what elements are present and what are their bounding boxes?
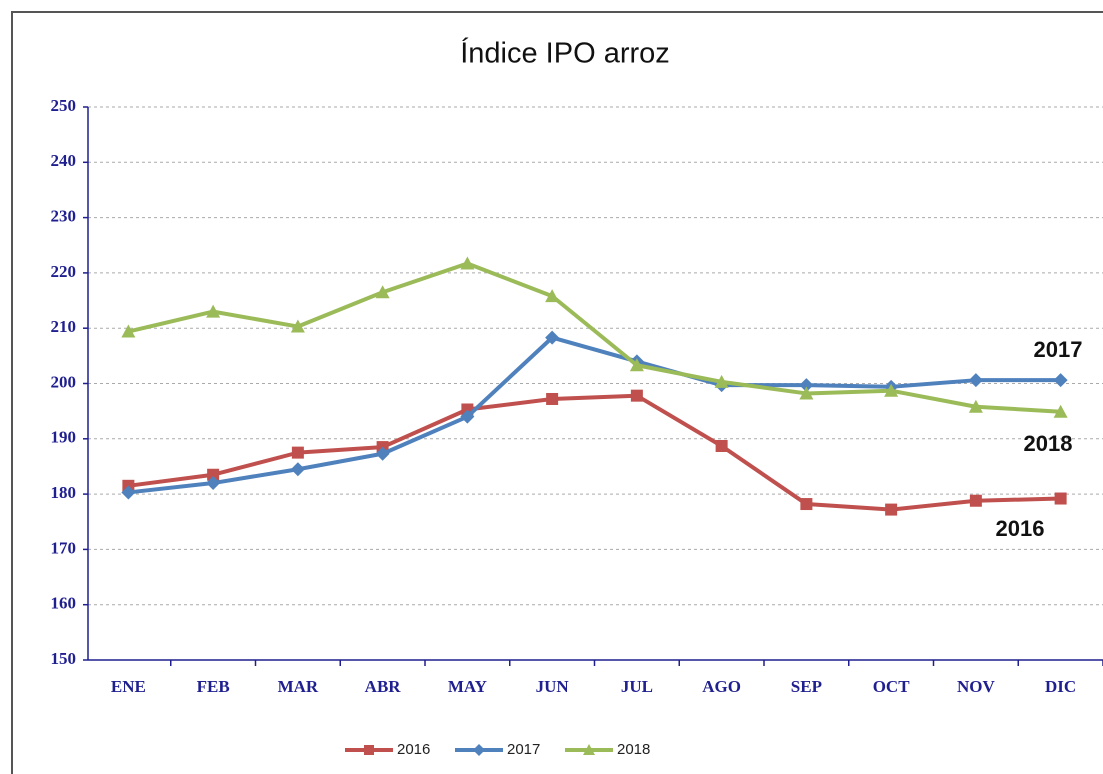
y-tick-label: 220 — [51, 262, 77, 281]
marker — [291, 446, 304, 459]
x-tick-label: OCT — [873, 677, 911, 696]
marker — [207, 468, 220, 481]
marker — [800, 498, 813, 511]
x-tick-label: MAR — [278, 677, 319, 696]
marker — [545, 289, 560, 303]
legend-label: 2017 — [507, 741, 540, 758]
annotation: 2016 — [996, 516, 1045, 541]
marker — [545, 330, 560, 345]
x-tick-label: JUN — [536, 677, 570, 696]
legend-marker — [473, 744, 485, 756]
marker — [546, 392, 559, 405]
series-line — [128, 393, 1061, 512]
marker — [121, 324, 136, 338]
marker — [1053, 404, 1068, 418]
marker — [290, 462, 305, 477]
marker — [630, 389, 643, 402]
y-tick-label: 200 — [51, 372, 77, 391]
marker — [121, 485, 136, 500]
x-tick-label: FEB — [197, 677, 230, 696]
y-tick-label: 170 — [51, 538, 77, 557]
y-tick-label: 180 — [51, 483, 77, 502]
legend-label: 2018 — [617, 741, 650, 758]
marker — [460, 409, 475, 424]
marker — [206, 304, 221, 318]
marker — [885, 503, 898, 516]
x-tick-label: ENE — [111, 677, 146, 696]
marker — [968, 399, 983, 413]
y-tick-label: 240 — [51, 151, 77, 170]
marker — [714, 374, 729, 388]
legend-label: 2016 — [397, 741, 430, 758]
y-tick-label: 230 — [51, 207, 77, 226]
x-tick-label: AGO — [702, 677, 741, 696]
series-line — [128, 335, 1061, 495]
marker — [1054, 492, 1067, 505]
y-tick-label: 250 — [51, 96, 77, 115]
marker — [799, 386, 814, 400]
marker — [1053, 373, 1068, 388]
marker — [884, 383, 899, 397]
marker — [799, 378, 814, 393]
x-tick-label: SEP — [791, 677, 822, 696]
x-tick-label: JUL — [621, 677, 653, 696]
x-tick-label: NOV — [957, 677, 996, 696]
series-line — [127, 261, 1061, 414]
marker — [629, 358, 644, 372]
legend-marker — [364, 745, 374, 755]
marker — [206, 476, 221, 491]
marker — [969, 494, 982, 507]
marker — [715, 439, 728, 452]
y-tick-label: 210 — [51, 317, 77, 336]
marker — [290, 319, 305, 333]
marker — [375, 285, 390, 299]
marker — [375, 446, 390, 461]
annotation: 2017 — [1034, 337, 1083, 362]
annotation: 2018 — [1024, 431, 1073, 456]
x-tick-label: DIC — [1045, 677, 1076, 696]
y-tick-label: 160 — [51, 594, 77, 613]
y-tick-label: 150 — [51, 649, 77, 668]
marker — [460, 256, 475, 270]
x-tick-label: MAY — [448, 677, 487, 696]
marker — [968, 373, 983, 388]
chart-title: Índice IPO arroz — [460, 37, 670, 70]
y-tick-label: 190 — [51, 428, 77, 447]
x-tick-label: ABR — [365, 677, 402, 696]
legend-marker — [583, 744, 595, 755]
